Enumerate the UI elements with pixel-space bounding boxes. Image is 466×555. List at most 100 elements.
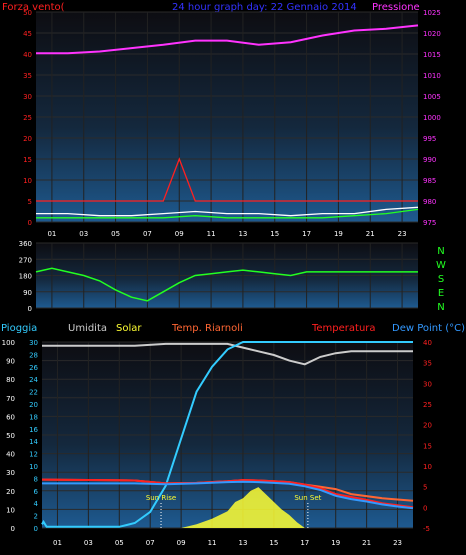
p1-right-tick-label: 975	[423, 219, 436, 227]
p1-right-tick-label: 1025	[423, 9, 441, 17]
p1-x-tick-label: 11	[207, 230, 216, 238]
p2-tick-label: 90	[23, 289, 32, 297]
p3-series-line-0	[42, 342, 413, 366]
solar-area	[181, 487, 305, 528]
compass-label: W	[436, 260, 446, 271]
p1-x-tick-label: 07	[143, 230, 152, 238]
p3-temp-tick-label: 30	[423, 380, 432, 388]
p1-right-tick-label: 1005	[423, 93, 441, 101]
p3-x-tick-label: 15	[269, 539, 278, 547]
p3-temp-tick-label: -5	[423, 525, 430, 533]
p3-rain-tick-label: 8	[34, 475, 38, 483]
p3-humidity-tick-label: 10	[6, 506, 15, 514]
p3-rain-tick-label: 24	[29, 376, 38, 384]
legend-pioggia: Pioggia	[1, 323, 37, 334]
p3-x-tick-label: 09	[177, 539, 186, 547]
p1-x-tick-label: 19	[334, 230, 343, 238]
p1-x-tick-label: 15	[270, 230, 279, 238]
p3-rain-tick-label: 4	[34, 500, 39, 508]
p1-right-tick-label: 980	[423, 198, 436, 206]
p3-humidity-tick-label: 50	[6, 432, 15, 440]
p1-x-tick-label: 21	[366, 230, 375, 238]
p3-humidity-tick-label: 70	[6, 395, 15, 403]
p3-rain-tick-label: 14	[29, 438, 38, 446]
p3-humidity-tick-label: 40	[6, 451, 15, 459]
p3-humidity-tick-label: 30	[6, 469, 15, 477]
p3-temp-tick-label: 20	[423, 422, 432, 430]
p1-left-tick-label: 25	[23, 114, 32, 122]
p2-tick-label: 270	[19, 256, 32, 264]
sun-annotation: Sun Rise	[146, 494, 176, 502]
legend-umidita: Umidita	[68, 323, 107, 334]
p3-rain-tick-label: 2	[34, 513, 38, 521]
compass-label: N	[437, 302, 444, 313]
p3-temp-tick-label: 5	[423, 484, 427, 492]
p1-right-tick-label: 1015	[423, 51, 441, 59]
panel1-right-label: Pressione	[372, 2, 420, 13]
p3-series-line-4	[42, 480, 414, 510]
p2-tick-label: 180	[19, 273, 32, 281]
p3-rain-tick-label: 16	[29, 426, 38, 434]
p1-left-tick-label: 35	[23, 72, 32, 80]
p3-rain-tick-label: 10	[29, 463, 38, 471]
p3-x-tick-label: 03	[84, 539, 93, 547]
p3-x-tick-label: 07	[146, 539, 155, 547]
p3-temp-tick-label: 10	[423, 463, 432, 471]
p1-right-tick-label: 1010	[423, 72, 441, 80]
p1-right-tick-label: 985	[423, 177, 436, 185]
p1-right-tick-label: 995	[423, 135, 436, 143]
p1-x-tick-label: 09	[175, 230, 184, 238]
legend-solar: Solar	[116, 323, 142, 334]
p1-series-line-1	[36, 157, 418, 202]
p3-humidity-tick-label: 0	[11, 525, 15, 533]
p3-x-tick-label: 01	[53, 539, 62, 547]
p1-x-tick-label: 13	[238, 230, 247, 238]
p3-x-tick-label: 05	[115, 539, 124, 547]
p3-rain-tick-label: 26	[29, 364, 38, 372]
p3-humidity-tick-label: 20	[6, 488, 15, 496]
p3-x-tick-label: 13	[238, 539, 247, 547]
p2-tick-label: 360	[19, 240, 32, 248]
compass-label: N	[437, 246, 444, 257]
p1-right-tick-label: 1000	[423, 114, 441, 122]
p3-temp-tick-label: 0	[423, 504, 427, 512]
p1-left-tick-label: 40	[23, 51, 32, 59]
p3-rain-tick-label: 30	[29, 339, 38, 347]
p3-humidity-tick-label: 90	[6, 358, 15, 366]
compass-label: E	[438, 288, 444, 299]
p3-humidity-tick-label: 60	[6, 413, 15, 421]
p3-x-tick-label: 19	[331, 539, 340, 547]
p1-left-tick-label: 45	[23, 30, 32, 38]
p1-left-tick-label: 0	[28, 219, 32, 227]
p2-direction-line	[35, 267, 418, 302]
p3-x-tick-label: 17	[300, 539, 309, 547]
p1-x-tick-label: 03	[79, 230, 88, 238]
p1-left-tick-label: 30	[23, 93, 32, 101]
p3-rain-tick-label: 6	[34, 488, 39, 496]
p3-rain-tick-label: 0	[34, 525, 38, 533]
p1-series-line-3	[36, 208, 419, 219]
p3-humidity-tick-label: 100	[2, 339, 15, 347]
p1-left-tick-label: 5	[28, 198, 32, 206]
p3-x-tick-label: 23	[393, 539, 402, 547]
p3-rain-tick-label: 18	[29, 413, 38, 421]
p1-left-tick-label: 50	[23, 9, 32, 17]
p1-left-tick-label: 15	[23, 156, 32, 164]
p1-series-line-0	[36, 24, 419, 55]
p1-x-tick-label: 17	[302, 230, 311, 238]
p3-temp-tick-label: 40	[423, 339, 432, 347]
p1-x-tick-label: 23	[398, 230, 407, 238]
p1-x-tick-label: 05	[111, 230, 120, 238]
p3-x-tick-label: 21	[362, 539, 371, 547]
p3-x-tick-label: 11	[208, 539, 217, 547]
p1-x-tick-label: 01	[47, 230, 56, 238]
legend-dew-point: Dew Point (°C)	[392, 323, 465, 334]
panel1-title: 24 hour graph day: 22 Gennaio 2014	[172, 2, 357, 13]
compass-label: S	[438, 274, 444, 285]
p3-rain-tick-label: 20	[29, 401, 38, 409]
p3-rain-tick-label: 22	[29, 389, 38, 397]
legend-temp-riarnoli: Temp. Riarnoli	[171, 323, 243, 334]
p3-rain-tick-label: 12	[29, 451, 38, 459]
p1-left-tick-label: 10	[23, 177, 32, 185]
